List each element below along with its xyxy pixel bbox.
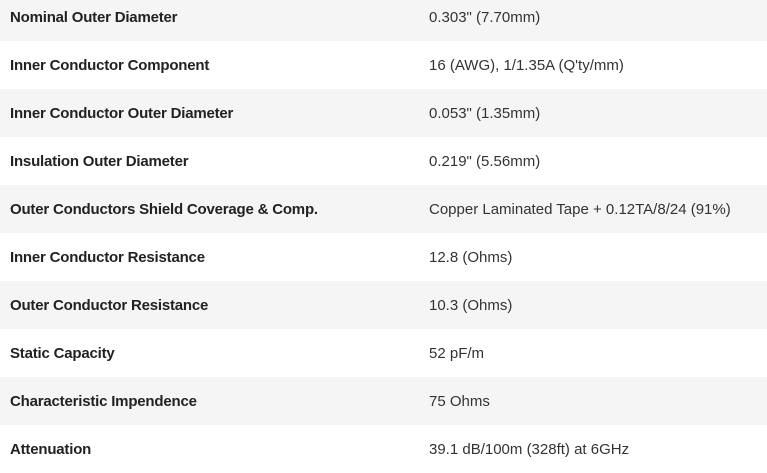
spec-value: 12.8 (Ohms): [429, 248, 513, 266]
spec-label: Characteristic Impendence: [10, 392, 197, 410]
spec-value: 52 pF/m: [429, 344, 485, 362]
spec-row: Nominal Outer Diameter 0.303" (7.70mm): [0, 0, 767, 41]
spec-label: Outer Conductor Resistance: [10, 296, 209, 314]
spec-value: 0.303" (7.70mm): [429, 8, 541, 26]
spec-label: Inner Conductor Component: [10, 56, 210, 74]
spec-row: Characteristic Impendence 75 Ohms: [0, 377, 767, 425]
spec-value: 10.3 (Ohms): [429, 296, 513, 314]
spec-label: Inner Conductor Resistance: [10, 248, 205, 266]
spec-value: 0.053" (1.35mm): [429, 104, 541, 122]
spec-label: Nominal Outer Diameter: [10, 8, 178, 26]
spec-row: Insulation Outer Diameter 0.219" (5.56mm): [0, 137, 767, 185]
spec-value: 16 (AWG), 1/1.35A (Q'ty/mm): [429, 56, 624, 74]
spec-row: Outer Conductors Shield Coverage & Comp.…: [0, 185, 767, 233]
spec-label: Attenuation: [10, 440, 92, 458]
spec-value: 75 Ohms: [429, 392, 490, 410]
spec-label: Static Capacity: [10, 344, 115, 362]
spec-row: Inner Conductor Outer Diameter 0.053" (1.…: [0, 89, 767, 137]
spec-value: 39.1 dB/100m (328ft) at 6GHz: [429, 440, 630, 458]
spec-row: Outer Conductor Resistance 10.3 (Ohms): [0, 281, 767, 329]
spec-label: Outer Conductors Shield Coverage & Comp.: [10, 200, 318, 218]
spec-value: 0.219" (5.56mm): [429, 152, 541, 170]
spec-row: Attenuation 39.1 dB/100m (328ft) at 6GHz: [0, 425, 767, 473]
spec-label: Insulation Outer Diameter: [10, 152, 189, 170]
spec-row: Static Capacity 52 pF/m: [0, 329, 767, 377]
spec-row: Inner Conductor Resistance 12.8 (Ohms): [0, 233, 767, 281]
spec-row: Inner Conductor Component 16 (AWG), 1/1.3…: [0, 41, 767, 89]
spec-value: Copper Laminated Tape + 0.12TA/8/24 (91%…: [429, 200, 731, 218]
spec-label: Inner Conductor Outer Diameter: [10, 104, 234, 122]
